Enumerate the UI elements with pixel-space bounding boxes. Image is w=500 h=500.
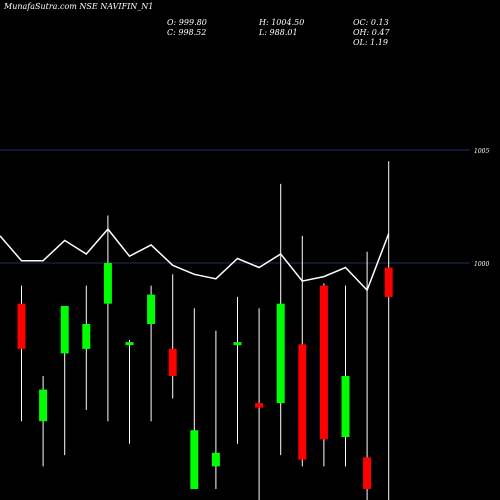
candle-body (82, 324, 91, 349)
candle-body (233, 342, 242, 346)
price-tick-label: 1000 (474, 261, 489, 268)
candle-body (17, 303, 26, 349)
candle-body (60, 305, 69, 354)
moving-average-line (0, 227, 390, 292)
candle-body (341, 376, 350, 438)
high-value: H: 1004.50 (259, 18, 305, 27)
candle-body (190, 430, 199, 489)
price-tick-label: 1005 (474, 148, 489, 155)
candle-body (255, 403, 264, 408)
candle-body (125, 342, 134, 346)
chart-title: MunafaSutra.com NSE NAVIFIN_N1 (4, 2, 154, 11)
candle-body (168, 348, 177, 376)
oh-value: OH: 0.47 (353, 28, 390, 37)
open-value: O: 999.80 (167, 18, 207, 27)
candle-body (384, 267, 393, 297)
candle-body (276, 303, 285, 404)
oc-value: OC: 0.13 (353, 18, 389, 27)
candle-body (147, 294, 156, 325)
candle-body (39, 389, 48, 422)
candle-body (298, 344, 307, 460)
candle-body (211, 452, 220, 467)
candle-body (103, 263, 112, 304)
close-value: C: 998.52 (167, 28, 207, 37)
candle-body (363, 457, 372, 489)
ol-value: OL: 1.19 (353, 38, 388, 47)
candle-body (319, 285, 328, 440)
low-value: L: 988.01 (259, 28, 298, 37)
